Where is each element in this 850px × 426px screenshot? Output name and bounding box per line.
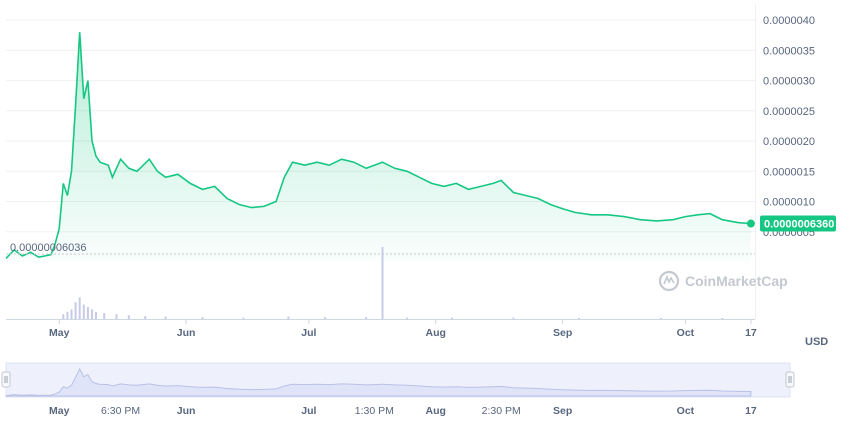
- volume-bar: [381, 247, 384, 319]
- volume-bar: [365, 317, 368, 319]
- volume-bar: [201, 317, 204, 319]
- price-area-fill: [6, 32, 751, 263]
- volume-bar: [144, 316, 147, 319]
- volume-bar: [578, 318, 580, 319]
- min-price-label: 0.00000006036: [10, 242, 86, 254]
- volume-bar: [127, 315, 130, 319]
- volume-bar: [164, 316, 167, 319]
- grid-lines: [6, 4, 756, 319]
- volume-bar: [66, 311, 69, 319]
- x-tick-label: Jul: [301, 327, 316, 339]
- navigator-tick-label: May: [49, 405, 70, 417]
- y-tick-label: 0.0000020: [763, 136, 815, 148]
- volume-bar: [451, 317, 454, 319]
- y-tick-label: 0.0000035: [763, 45, 815, 57]
- volume-bar: [70, 309, 73, 319]
- coinmarketcap-logo-icon: [658, 270, 680, 292]
- x-tick-label: May: [49, 327, 70, 339]
- y-tick-label: 0.0000030: [763, 76, 815, 88]
- navigator-tick-label: 17: [745, 405, 757, 417]
- coinmarketcap-watermark: CoinMarketCap: [658, 270, 788, 292]
- x-tick-label: Oct: [677, 327, 695, 339]
- volume-bar: [512, 317, 515, 319]
- watermark-text: CoinMarketCap: [685, 273, 788, 289]
- navigator-tick-label: Sep: [553, 405, 572, 417]
- volume-bar: [91, 309, 93, 319]
- volume-bar: [62, 314, 65, 319]
- navigator-tick-label: 6:30 PM: [101, 405, 140, 417]
- navigator-series: [5, 367, 752, 397]
- volume-bar: [659, 318, 662, 319]
- navigator-axis: May 6:30 PM Jun Jul 1:30 PM Aug 2:30 PM Sep Oct 1…: [49, 405, 757, 417]
- currency-label: USD: [805, 336, 828, 348]
- x-tick-label: Sep: [553, 327, 572, 339]
- volume-bar: [324, 317, 327, 319]
- navigator-left-handle[interactable]: [1, 371, 11, 388]
- volume-bar: [103, 313, 106, 319]
- volume-bar: [74, 302, 77, 319]
- volume-bar: [78, 297, 81, 319]
- navigator-tick-label: Jun: [177, 405, 196, 417]
- navigator-tick-label: 2:30 PM: [482, 405, 521, 417]
- volume-bar: [721, 318, 724, 319]
- navigator-tick-label: 1:30 PM: [355, 405, 394, 417]
- current-price-badge: [760, 215, 836, 232]
- x-axis: May Jun Jul Aug Sep Oct 17: [49, 319, 757, 339]
- x-tick-label: 17: [745, 327, 757, 339]
- y-axis: 0.0000040 0.0000035 0.0000030 0.0000025 0.00…: [763, 15, 815, 239]
- x-tick-label: Jun: [177, 327, 196, 339]
- volume-bar: [82, 304, 85, 319]
- price-line: [5, 32, 751, 259]
- y-tick-label: 0.0000015: [763, 166, 815, 178]
- current-price-marker: 0.0000006360: [746, 215, 836, 232]
- navigator-tick-label: Jul: [301, 405, 316, 417]
- current-price-dot: [746, 219, 755, 228]
- volume-bar: [115, 314, 118, 319]
- volume-bar: [95, 311, 97, 319]
- y-tick-label: 0.0000025: [763, 106, 815, 118]
- volume-bars: [62, 247, 724, 319]
- coinmarketcap-logo-mark: [663, 274, 675, 285]
- volume-bar: [406, 317, 409, 319]
- x-tick-label: Aug: [426, 327, 446, 339]
- y-tick-label: 0.0000040: [763, 15, 815, 27]
- navigator-tick-label: Aug: [426, 405, 446, 417]
- volume-bar: [86, 307, 89, 319]
- navigator-tick-label: Oct: [677, 405, 695, 417]
- range-navigator[interactable]: [1, 362, 795, 398]
- navigator-right-handle[interactable]: [785, 371, 795, 388]
- volume-bar: [287, 316, 290, 319]
- y-tick-label: 0.0000010: [763, 197, 815, 209]
- current-price-label: 0.0000006360: [764, 219, 834, 231]
- volume-bar: [242, 317, 245, 319]
